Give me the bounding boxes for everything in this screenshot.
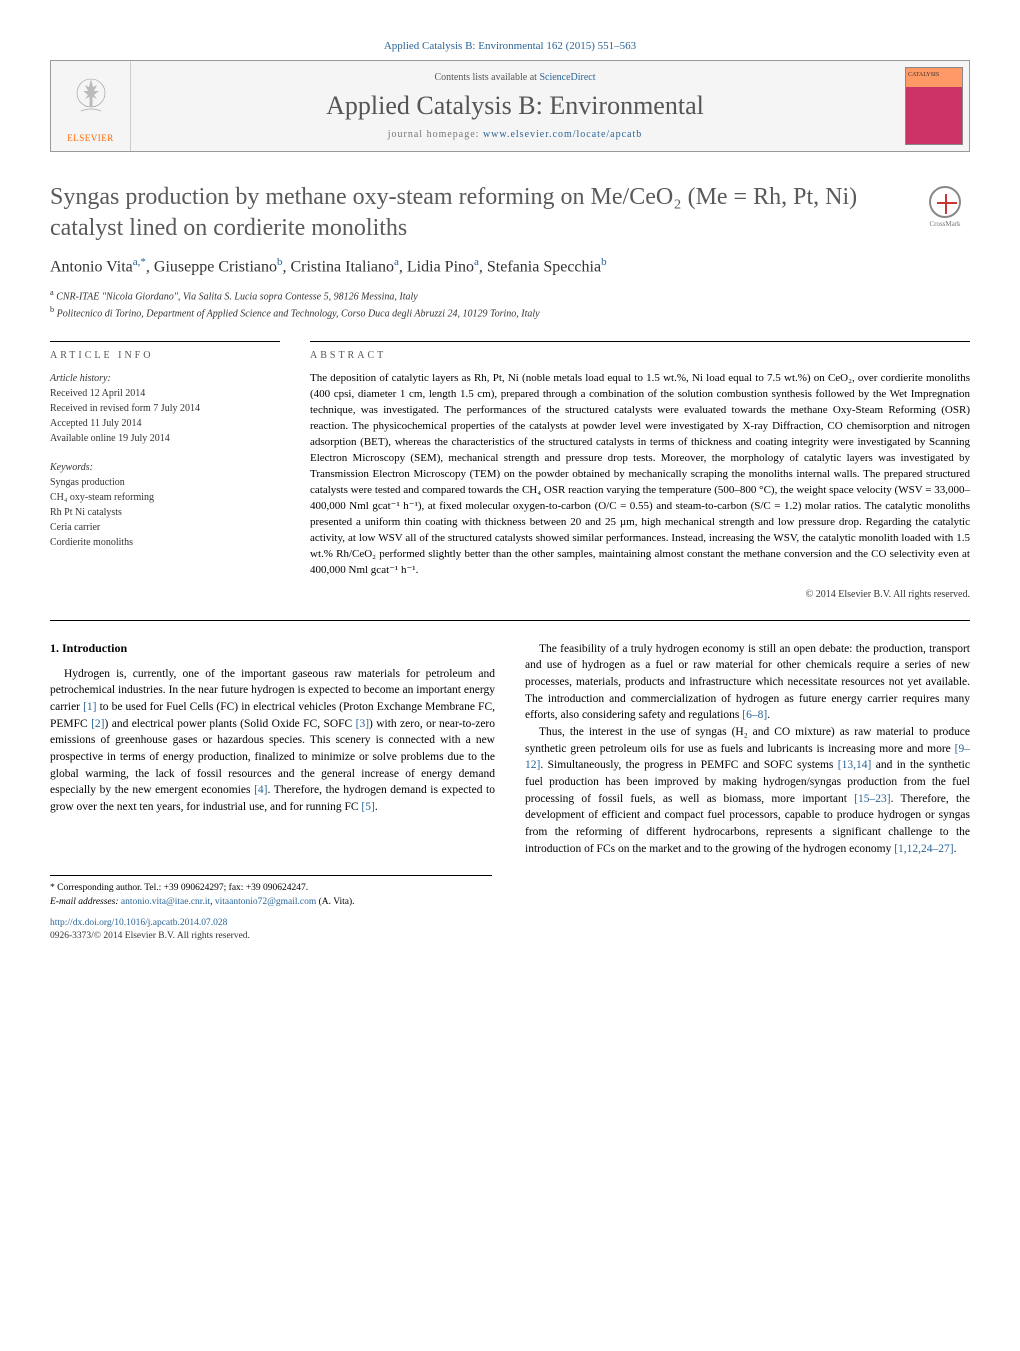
ref-link[interactable]: [5] — [361, 801, 374, 813]
article-info-column: ARTICLE INFO Article history: Received 1… — [50, 341, 280, 599]
journal-reference: Applied Catalysis B: Environmental 162 (… — [50, 40, 970, 52]
body-paragraph: The feasibility of a truly hydrogen econ… — [525, 641, 970, 724]
history-line: Received 12 April 2014 — [50, 386, 280, 401]
cover-image — [905, 67, 963, 145]
history-line: Available online 19 July 2014 — [50, 431, 280, 446]
keyword-line: Cordierite monoliths — [50, 535, 280, 550]
introduction-heading: 1. Introduction — [50, 641, 495, 656]
keyword-line: CH₄ oxy-steam reforming — [50, 490, 280, 505]
ref-link[interactable]: [13,14] — [838, 759, 872, 771]
affiliation-line: a CNR-ITAE "Nicola Giordano", Via Salita… — [50, 287, 970, 304]
homepage-line: journal homepage: www.elsevier.com/locat… — [388, 129, 643, 140]
keywords-block: Keywords: Syngas productionCH₄ oxy-steam… — [50, 460, 280, 550]
keyword-line: Ceria carrier — [50, 520, 280, 535]
ref-link[interactable]: [1,12,24–27] — [894, 843, 953, 855]
body-column-right: The feasibility of a truly hydrogen econ… — [525, 641, 970, 858]
keyword-line: Syngas production — [50, 475, 280, 490]
homepage-link[interactable]: www.elsevier.com/locate/apcatb — [483, 129, 642, 140]
doi-link[interactable]: http://dx.doi.org/10.1016/j.apcatb.2014.… — [50, 917, 492, 930]
history-line: Accepted 11 July 2014 — [50, 416, 280, 431]
info-abstract-row: ARTICLE INFO Article history: Received 1… — [50, 341, 970, 599]
journal-header-box: ELSEVIER Contents lists available at Sci… — [50, 60, 970, 152]
body-paragraph: Thus, the interest in the use of syngas … — [525, 724, 970, 857]
ref-link[interactable]: [1] — [83, 701, 96, 713]
abstract-header: ABSTRACT — [310, 341, 970, 361]
crossmark-label: CrossMark — [929, 220, 960, 228]
email-line: E-mail addresses: antonio.vita@itae.cnr.… — [50, 896, 492, 909]
email-link-2[interactable]: vitaantonio72@gmail.com — [215, 897, 316, 907]
email-suffix: (A. Vita). — [316, 897, 354, 907]
keyword-line: Rh Pt Ni catalysts — [50, 505, 280, 520]
history-line: Received in revised form 7 July 2014 — [50, 401, 280, 416]
ref-link[interactable]: [4] — [254, 784, 267, 796]
body-column-left: 1. Introduction Hydrogen is, currently, … — [50, 641, 495, 858]
ref-link[interactable]: [15–23] — [854, 793, 890, 805]
corresponding-author-note: * Corresponding author. Tel.: +39 090624… — [50, 882, 492, 895]
keywords-label: Keywords: — [50, 460, 280, 475]
ref-link[interactable]: [3] — [356, 718, 369, 730]
header-center: Contents lists available at ScienceDirec… — [131, 61, 899, 151]
crossmark-icon — [929, 186, 961, 218]
article-title: Syngas production by methane oxy-steam r… — [50, 182, 900, 244]
body-columns: 1. Introduction Hydrogen is, currently, … — [50, 641, 970, 858]
footnote-section: * Corresponding author. Tel.: +39 090624… — [50, 875, 492, 943]
article-info-header: ARTICLE INFO — [50, 341, 280, 361]
journal-name: Applied Catalysis B: Environmental — [326, 91, 704, 121]
elsevier-logo: ELSEVIER — [51, 61, 131, 151]
title-row: Syngas production by methane oxy-steam r… — [50, 182, 970, 244]
abstract-text: The deposition of catalytic layers as Rh… — [310, 371, 970, 578]
abstract-copyright: © 2014 Elsevier B.V. All rights reserved… — [310, 589, 970, 600]
article-history-block: Article history: Received 12 April 2014R… — [50, 371, 280, 446]
crossmark-badge[interactable]: CrossMark — [920, 182, 970, 232]
history-label: Article history: — [50, 371, 280, 386]
homepage-prefix: journal homepage: — [388, 129, 483, 140]
authors-line: Antonio Vitaa,*, Giuseppe Cristianob, Cr… — [50, 256, 970, 276]
elsevier-tree-icon — [61, 69, 121, 129]
email-label: E-mail addresses: — [50, 897, 121, 907]
ref-link[interactable]: [6–8] — [742, 709, 767, 721]
contents-prefix: Contents lists available at — [434, 72, 539, 83]
email-link-1[interactable]: antonio.vita@itae.cnr.it — [121, 897, 210, 907]
abstract-column: ABSTRACT The deposition of catalytic lay… — [310, 341, 970, 599]
affiliations: a CNR-ITAE "Nicola Giordano", Via Salita… — [50, 287, 970, 322]
section-divider — [50, 620, 970, 621]
body-paragraph: Hydrogen is, currently, one of the impor… — [50, 666, 495, 816]
elsevier-label: ELSEVIER — [67, 133, 114, 143]
issn-copyright: 0926-3373/© 2014 Elsevier B.V. All right… — [50, 930, 492, 943]
contents-line: Contents lists available at ScienceDirec… — [434, 72, 595, 83]
ref-link[interactable]: [9–12] — [525, 743, 970, 772]
affiliation-line: b Politecnico di Torino, Department of A… — [50, 304, 970, 321]
journal-cover-thumb — [899, 61, 969, 151]
ref-link[interactable]: [2] — [91, 718, 104, 730]
sciencedirect-link[interactable]: ScienceDirect — [539, 72, 595, 83]
